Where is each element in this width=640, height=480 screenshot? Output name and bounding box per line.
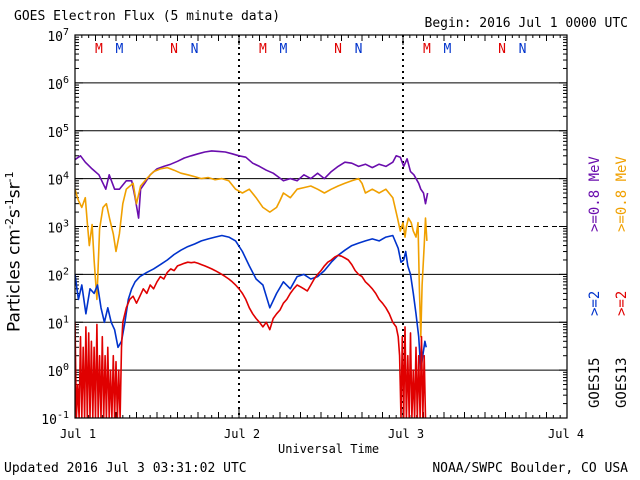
satellite-marker: M: [259, 42, 267, 57]
series-line-4: [75, 254, 427, 418]
legend-ge2-goes15: >=2: [587, 290, 603, 316]
satellite-marker: M: [423, 42, 431, 57]
legend-goes13: GOES13: [614, 357, 630, 408]
x-axis-label: Universal Time: [278, 442, 380, 456]
y-tick-label: 10-1: [41, 410, 69, 428]
y-tick-label: 101: [47, 314, 69, 332]
begin-timestamp: Begin: 2016 Jul 1 0000 UTC: [424, 16, 629, 31]
legend-ge2-goes13: >=2: [614, 290, 630, 316]
x-tick-jul2: Jul 2: [224, 427, 261, 441]
x-tick-jul1: Jul 1: [60, 427, 97, 441]
chart-title: GOES Electron Flux (5 minute data): [14, 9, 281, 24]
updated-timestamp: Updated 2016 Jul 3 03:31:02 UTC: [4, 461, 247, 476]
satellite-marker: M: [116, 42, 124, 57]
series-line-1: [75, 150, 429, 219]
y-tick-label: 100: [47, 362, 69, 380]
legend-ge08-goes13: >=0.8 MeV: [614, 156, 630, 232]
plot-frame: [74, 34, 568, 419]
satellite-marker: N: [334, 42, 342, 57]
satellite-marker: N: [355, 42, 363, 57]
y-tick-label: 104: [47, 171, 69, 189]
satellite-marker: N: [170, 42, 178, 57]
legend-ge08-goes15: >=0.8 MeV: [587, 156, 603, 232]
series-line-2: [75, 166, 428, 338]
y-tick-label: 102: [47, 266, 69, 284]
x-tick-jul3: Jul 3: [388, 427, 425, 441]
satellite-marker: M: [280, 42, 288, 57]
y-tick-label: 103: [47, 219, 69, 237]
x-tick-jul4: Jul 4: [548, 427, 585, 441]
satellite-marker: M: [444, 42, 452, 57]
y-tick-label: 106: [47, 75, 69, 93]
satellite-marker: N: [498, 42, 506, 57]
series-line-3: [75, 234, 427, 371]
satellite-marker: N: [519, 42, 527, 57]
y-tick-label: 105: [47, 123, 69, 141]
y-tick-label: 107: [47, 27, 69, 45]
legend-goes15: GOES15: [587, 357, 603, 408]
credit-text: NOAA/SWPC Boulder, CO USA: [432, 461, 628, 476]
satellite-marker: M: [95, 42, 103, 57]
satellite-marker: N: [191, 42, 199, 57]
